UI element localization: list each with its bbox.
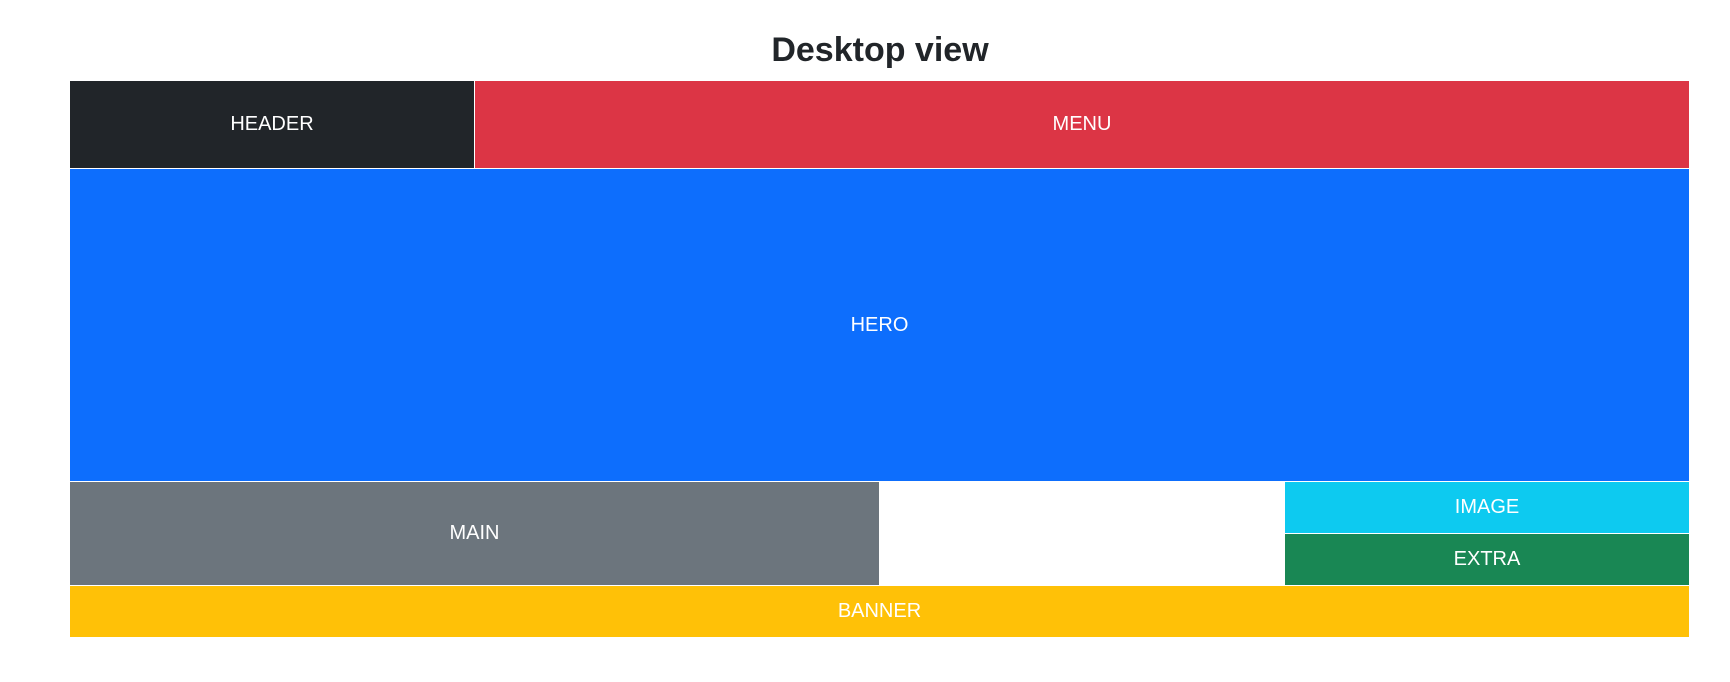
hero-block: HERO [70, 169, 1689, 481]
banner-label: BANNER [838, 600, 921, 623]
main-label: MAIN [450, 522, 500, 545]
banner-block: BANNER [70, 586, 1689, 637]
extra-block: EXTRA [1285, 534, 1689, 585]
extra-label: EXTRA [1454, 548, 1521, 571]
header-label: HEADER [230, 113, 313, 136]
layout-grid: HEADER MENU HERO MAIN IMAGE EXTRA BANNER [70, 81, 1689, 636]
header-block: HEADER [70, 81, 474, 168]
menu-label: MENU [1053, 113, 1112, 136]
main-block: MAIN [70, 482, 879, 585]
page-title: Desktop view [0, 26, 1730, 74]
image-block: IMAGE [1285, 482, 1689, 533]
hero-label: HERO [851, 314, 909, 337]
menu-block: MENU [475, 81, 1689, 168]
image-label: IMAGE [1455, 496, 1519, 519]
